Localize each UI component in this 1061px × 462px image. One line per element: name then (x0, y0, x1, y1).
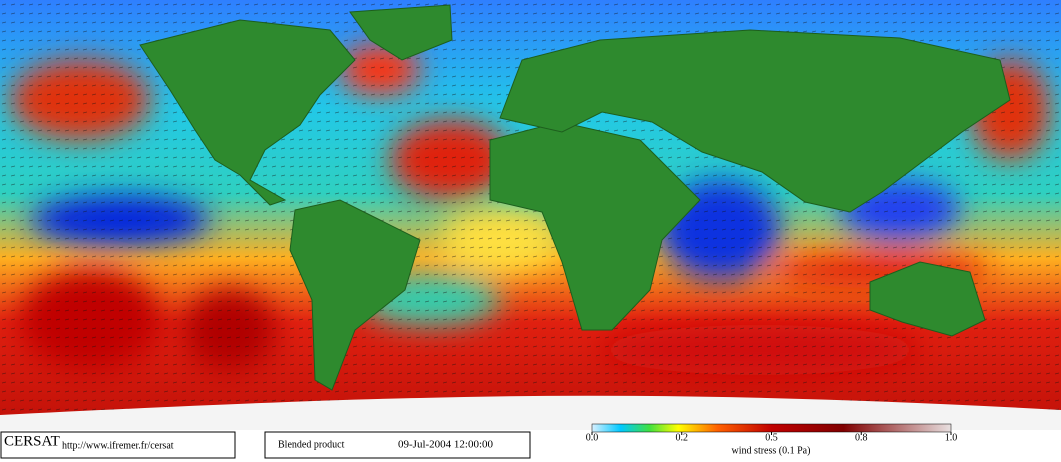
greenland (349, 4, 453, 61)
africa (489, 121, 701, 331)
land (0, 4, 1061, 430)
australia (869, 261, 986, 337)
source-box (0, 431, 236, 459)
colorbar-tick-label: 0.5 (765, 432, 778, 443)
north-america (139, 19, 356, 206)
date: 09-Jul-2004 12:00:00 (398, 439, 494, 451)
product: Blended product (278, 439, 345, 450)
colorbar-tick-label: 0.8 (855, 432, 868, 443)
logo: CERSAT (4, 433, 60, 449)
colorbar (591, 423, 952, 433)
colorbar-tick-label: 0.2 (676, 432, 689, 443)
colorbar-tick-label: 1.0 (945, 432, 958, 443)
product-box (264, 431, 531, 459)
colorbar-ticks: 0.0 0.2 0.5 0.8 1.0 (586, 432, 958, 443)
antarctica (0, 395, 1061, 430)
eurasia (499, 29, 1011, 213)
colorbar-tick-label: 0.0 (586, 432, 599, 443)
url: http://www.ifremer.fr/cersat (62, 440, 174, 451)
south-america (289, 199, 421, 391)
colorbar-label: wind stress (0.1 Pa) (732, 445, 811, 456)
